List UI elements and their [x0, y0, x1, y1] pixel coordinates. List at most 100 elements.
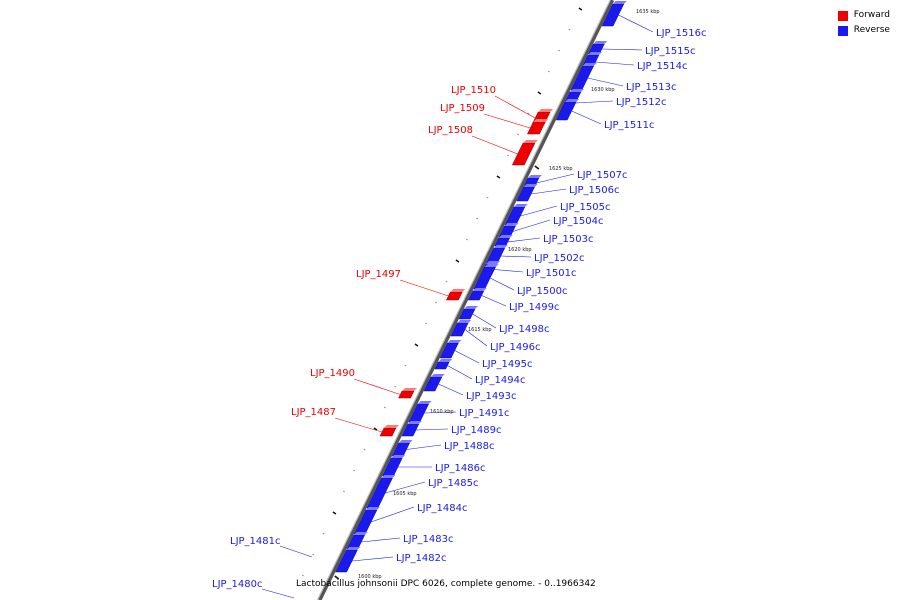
gene-reverse-top	[569, 89, 584, 92]
legend-reverse: Reverse	[837, 23, 890, 38]
gene-label-leader	[520, 205, 558, 217]
gene-label-reverse: LJP_1495c	[482, 359, 533, 370]
gene-label-leader	[595, 61, 635, 66]
gene-label-leader	[575, 100, 614, 104]
orf-marker	[547, 70, 550, 73]
orf-marker	[455, 259, 460, 263]
gene-label-reverse: LJP_1516c	[656, 28, 707, 39]
gene-label-leader	[424, 411, 457, 414]
gene-forward-top	[450, 289, 466, 292]
scale-tick-label: 1630 kbp	[591, 87, 615, 93]
gene-reverse-top	[398, 440, 413, 443]
orf-marker	[424, 322, 427, 325]
gene-label-leader	[385, 481, 426, 494]
gene-label-reverse: LJP_1515c	[645, 46, 696, 57]
orf-marker	[435, 301, 438, 304]
scale-tick-label: 1615 kbp	[468, 327, 492, 333]
gene-label-leader	[464, 329, 488, 347]
gene-reverse-top	[513, 204, 528, 207]
gene-label-reverse: LJP_1483c	[403, 534, 454, 545]
gene-label-forward: LJP_1487	[291, 407, 336, 418]
orf-marker	[496, 175, 501, 179]
gene-label-leader	[494, 95, 536, 119]
gene-label-reverse: LJP_1480c	[212, 579, 263, 590]
gene-label-leader	[353, 378, 401, 395]
gene-forward	[445, 291, 463, 301]
scale-tick-label: 1605 kbp	[393, 491, 417, 497]
orf-marker	[373, 427, 378, 431]
genome-backbone	[317, 0, 615, 600]
gene-reverse-top	[417, 401, 432, 404]
gene-label-leader	[399, 279, 449, 297]
gene-label-reverse: LJP_1513c	[626, 82, 677, 93]
gene-reverse-top	[407, 421, 422, 424]
gene-reverse-top	[587, 52, 602, 55]
gene-label-reverse: LJP_1488c	[444, 441, 495, 452]
gene-label-leader	[494, 269, 524, 273]
orf-marker	[527, 112, 530, 115]
gene-label-leader	[490, 277, 515, 291]
gene-forward	[398, 390, 415, 399]
orf-marker	[322, 532, 325, 535]
gene-label-leader	[618, 14, 654, 33]
gene-label-reverse: LJP_1496c	[490, 342, 541, 353]
gene-forward-top	[401, 388, 417, 391]
orf-marker	[342, 490, 345, 493]
orf-marker	[414, 343, 419, 347]
gene-label-reverse: LJP_1494c	[475, 375, 526, 386]
gene-reverse-top	[346, 547, 361, 550]
gene-reverse-top	[504, 223, 519, 226]
gene-label-leader	[507, 237, 541, 243]
orf-marker	[363, 448, 366, 451]
scale-tick	[334, 575, 340, 580]
gene-label-reverse: LJP_1511c	[604, 120, 655, 131]
gene-label-leader	[531, 188, 567, 195]
gene-reverse-top	[381, 475, 396, 478]
gene-label-leader	[500, 255, 532, 258]
gene-reverse-top	[447, 340, 462, 343]
gene-label-reverse: LJP_1514c	[637, 61, 688, 72]
gene-label-leader	[370, 506, 415, 523]
gene-label-reverse: LJP_1491c	[459, 408, 510, 419]
scale-tick-label: 1620 kbp	[508, 247, 532, 253]
gene-label-reverse: LJP_1501c	[526, 268, 577, 279]
gene-label-reverse: LJP_1506c	[569, 185, 620, 196]
gene-forward-top	[538, 109, 554, 112]
gene-label-forward: LJP_1508	[428, 125, 473, 136]
gene-label-leader	[587, 77, 624, 87]
orf-marker	[383, 406, 386, 409]
gene-reverse-top	[457, 320, 472, 323]
gene-reverse-top	[430, 374, 445, 377]
gene-label-leader	[512, 219, 551, 232]
gene-reverse-top	[498, 235, 513, 238]
gene-forward-top	[533, 119, 549, 122]
gene-label-leader	[447, 365, 473, 380]
gene-label-leader	[472, 313, 497, 329]
gene-label-leader	[481, 295, 507, 307]
gene-label-reverse: LJP_1489c	[451, 425, 502, 436]
gene-label-leader	[536, 173, 575, 184]
gene-label-leader	[601, 48, 643, 51]
gene-reverse-top	[593, 41, 608, 44]
gene-label-reverse: LJP_1500c	[517, 286, 568, 297]
gene-reverse-top	[391, 455, 406, 458]
gene-label-reverse: LJP_1484c	[417, 503, 468, 514]
gene-reverse-top	[438, 359, 453, 362]
gene-reverse-top	[472, 288, 487, 291]
scale-tick-label: 1600 kbp	[358, 574, 382, 580]
gene-reverse-top	[365, 507, 380, 510]
gene-label-forward: LJP_1490	[310, 368, 355, 379]
gene-label-reverse: LJP_1507c	[577, 170, 628, 181]
gene-reverse-top	[464, 306, 479, 309]
scale-tick-label: 1635 kbp	[636, 9, 660, 15]
orf-marker	[486, 196, 489, 199]
orf-marker	[568, 28, 571, 31]
orf-marker	[506, 154, 509, 157]
orf-marker	[558, 49, 561, 52]
gene-label-reverse: LJP_1486c	[435, 463, 486, 474]
gene-reverse-top	[493, 245, 508, 248]
gene-label-reverse: LJP_1493c	[466, 391, 517, 402]
gene-label-leader	[454, 350, 480, 364]
gene-reverse-top	[523, 184, 538, 187]
gene-reverse-top	[582, 63, 597, 66]
